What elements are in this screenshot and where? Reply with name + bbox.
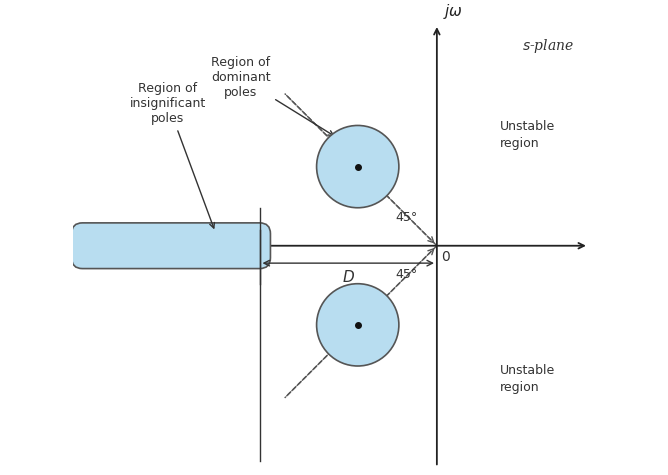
Circle shape [317, 125, 399, 208]
Circle shape [317, 284, 399, 366]
Text: 0: 0 [442, 250, 450, 265]
FancyBboxPatch shape [71, 223, 271, 268]
Text: 45°: 45° [395, 210, 418, 224]
Text: $j\omega$: $j\omega$ [443, 2, 463, 21]
Text: $s$-plane: $s$-plane [522, 37, 574, 55]
Text: 45°: 45° [395, 268, 418, 281]
Text: Unstable
region: Unstable region [500, 364, 555, 394]
Text: Unstable
region: Unstable region [500, 120, 555, 150]
Text: $D$: $D$ [342, 269, 355, 285]
Text: Region of
insignificant
poles: Region of insignificant poles [130, 83, 214, 228]
Text: Region of
dominant
poles: Region of dominant poles [211, 57, 333, 135]
